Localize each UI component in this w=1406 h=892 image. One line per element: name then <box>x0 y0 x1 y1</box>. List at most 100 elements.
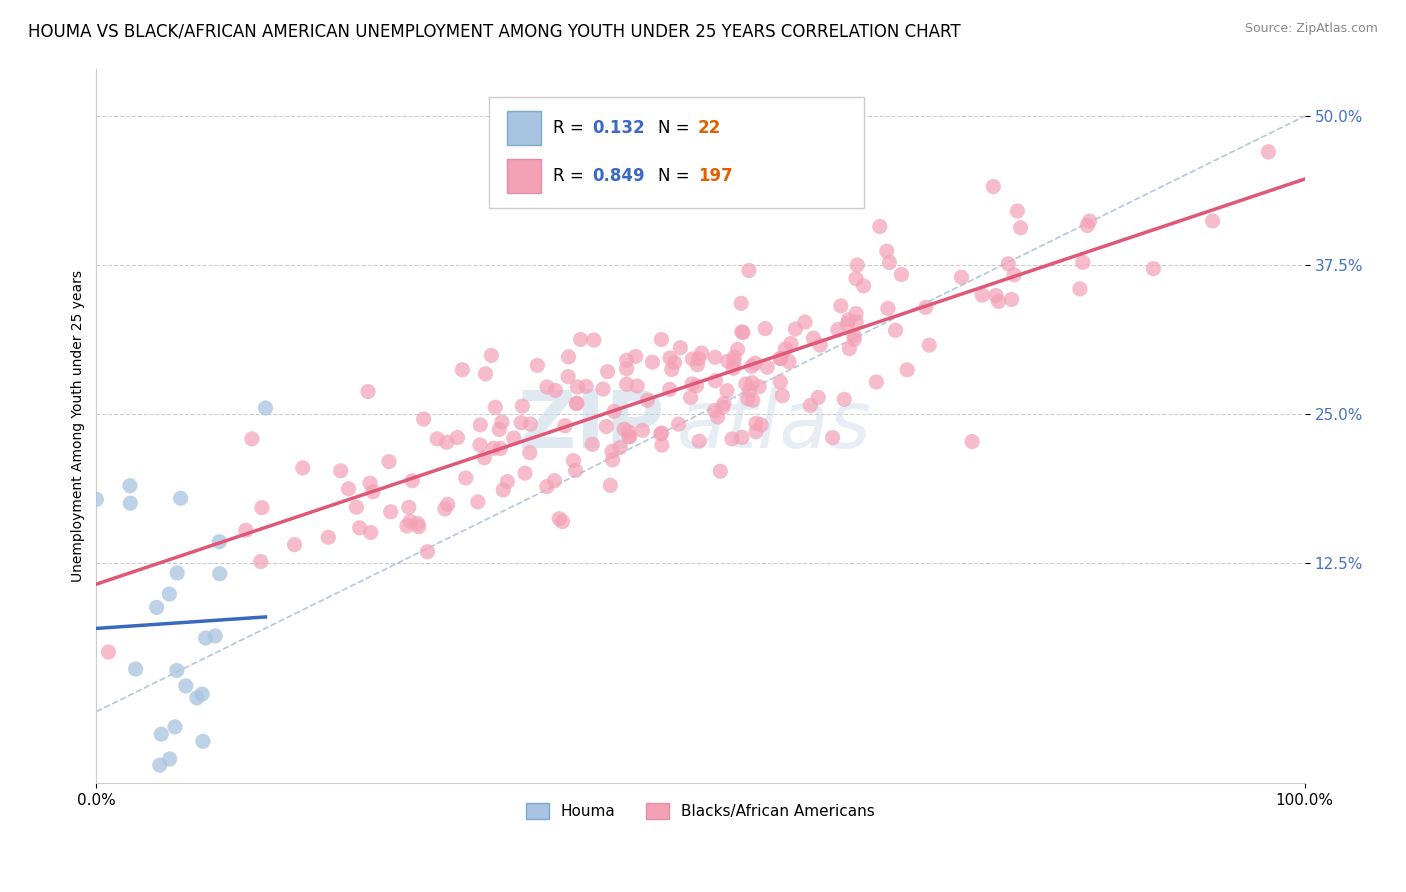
Point <box>681 351 703 366</box>
Point <box>754 321 776 335</box>
Point <box>468 438 491 452</box>
Point <box>987 294 1010 309</box>
Point <box>756 360 779 375</box>
Point <box>543 474 565 488</box>
Point <box>250 500 273 515</box>
Point <box>769 351 792 366</box>
Point <box>492 483 515 497</box>
Point <box>361 484 384 499</box>
Point <box>157 587 180 601</box>
Point <box>731 430 754 444</box>
Text: ZIP: ZIP <box>517 387 664 465</box>
Point <box>837 317 859 331</box>
Point <box>510 416 533 430</box>
Point <box>204 629 226 643</box>
Point <box>737 392 759 406</box>
Point <box>596 365 619 379</box>
Point <box>613 422 636 436</box>
Point <box>718 191 741 205</box>
Point <box>879 255 901 269</box>
Point <box>651 425 673 440</box>
Point <box>166 566 188 580</box>
Text: R =: R = <box>553 119 589 136</box>
Point <box>451 362 474 376</box>
Point <box>775 342 797 356</box>
Point <box>844 333 866 347</box>
Point <box>723 355 745 369</box>
Point <box>741 376 763 390</box>
Point <box>669 341 692 355</box>
Text: 0.849: 0.849 <box>592 167 644 185</box>
Point <box>169 491 191 506</box>
Point <box>595 419 617 434</box>
Point <box>711 401 734 415</box>
Point <box>688 351 710 366</box>
Point <box>981 179 1004 194</box>
Point <box>599 478 621 492</box>
Point <box>738 263 761 277</box>
Point <box>557 369 579 384</box>
FancyBboxPatch shape <box>489 97 863 208</box>
Point <box>852 278 875 293</box>
Point <box>686 358 709 372</box>
Point <box>703 403 725 417</box>
Point <box>749 417 772 432</box>
Point <box>120 496 142 510</box>
Point <box>731 326 754 340</box>
Point <box>581 437 603 451</box>
Point <box>408 519 430 533</box>
Point <box>470 417 492 432</box>
Point <box>283 538 305 552</box>
Point <box>86 492 108 507</box>
Point <box>658 383 681 397</box>
Point <box>918 338 941 352</box>
Point <box>401 474 423 488</box>
Point <box>575 379 598 393</box>
Point <box>1002 268 1025 282</box>
Point <box>688 434 710 449</box>
Point <box>1076 219 1098 233</box>
Point <box>337 482 360 496</box>
Point <box>412 412 434 426</box>
Point <box>830 299 852 313</box>
Point <box>395 519 418 533</box>
Point <box>664 355 686 369</box>
Point <box>186 690 208 705</box>
Point <box>163 720 186 734</box>
Text: atlas: atlas <box>676 387 872 465</box>
Point <box>191 687 214 701</box>
Point <box>254 401 277 415</box>
Point <box>641 355 664 369</box>
Point <box>406 516 429 531</box>
Point <box>741 359 763 374</box>
Point <box>502 431 524 445</box>
Point <box>491 415 513 429</box>
Point <box>416 545 439 559</box>
Point <box>526 359 548 373</box>
Point <box>865 375 887 389</box>
Point <box>551 515 574 529</box>
Point <box>704 374 727 388</box>
Point <box>651 438 673 452</box>
Point <box>690 346 713 360</box>
Text: 22: 22 <box>699 119 721 136</box>
Point <box>631 423 654 437</box>
Point <box>318 530 340 544</box>
Point <box>738 384 761 398</box>
Point <box>807 391 830 405</box>
Text: R =: R = <box>553 167 589 185</box>
Point <box>832 392 855 407</box>
Point <box>845 315 868 329</box>
Point <box>734 377 756 392</box>
Point <box>554 418 576 433</box>
Point <box>869 219 891 234</box>
Point <box>600 444 623 458</box>
Point <box>544 384 567 398</box>
Y-axis label: Unemployment Among Youth under 25 years: Unemployment Among Youth under 25 years <box>72 269 86 582</box>
Point <box>617 425 640 439</box>
Point <box>548 511 571 525</box>
Point <box>145 600 167 615</box>
Point <box>1007 204 1029 219</box>
Point <box>569 333 592 347</box>
Point <box>914 301 936 315</box>
